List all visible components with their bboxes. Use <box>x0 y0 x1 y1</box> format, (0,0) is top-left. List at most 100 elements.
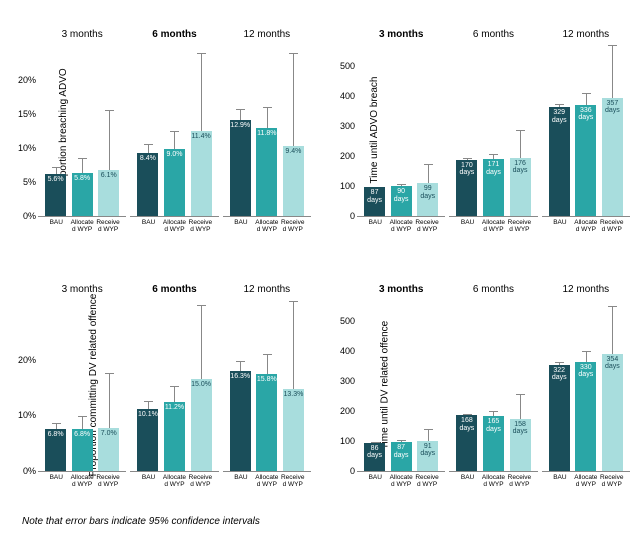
subplot: 3 months010020030040050086days87days91da… <box>357 283 445 472</box>
x-category-label: Allocated WYP <box>573 216 599 233</box>
subplot-title: 3 months <box>357 283 445 299</box>
x-category-label: Allocated WYP <box>162 471 188 488</box>
bar: 13.3% <box>283 389 304 471</box>
bar: 91days <box>417 441 438 471</box>
bar-value-label: 5.8% <box>74 175 90 182</box>
y-tick: 500 <box>340 316 355 326</box>
subplot: 12 months322days330days354daysBAUAllocat… <box>542 283 630 472</box>
bar-value-label: 6.8% <box>74 431 90 438</box>
bar: 15.8% <box>256 374 277 471</box>
y-tick: 10% <box>18 143 36 153</box>
x-category-label: Received WYP <box>414 471 440 488</box>
bar: 9.4% <box>283 146 304 216</box>
bar-value-label: 158days <box>513 421 528 436</box>
panel-p2: Time until ADVO breach3 months0100200300… <box>319 0 638 255</box>
bar-value-label: 91days <box>420 443 435 458</box>
x-category-label: Received WYP <box>95 216 121 233</box>
bar: 6.1% <box>98 170 119 216</box>
x-category-label: Allocated WYP <box>162 216 188 233</box>
bar: 7.0% <box>98 428 119 471</box>
bar-value-label: 86days <box>367 445 382 460</box>
subplot: 12 months16.3%15.8%13.3%BAUAllocated WYP… <box>223 283 311 472</box>
bar-value-label: 99days <box>420 185 435 200</box>
x-category-label: Allocated WYP <box>254 216 280 233</box>
subplot-title: 3 months <box>38 28 126 44</box>
x-category-label: BAU <box>136 216 162 233</box>
bar-value-label: 15.0% <box>191 381 211 388</box>
bar: 357days <box>602 98 623 216</box>
subplot-title: 12 months <box>223 283 311 299</box>
y-tick: 0 <box>350 211 355 221</box>
x-category-label: Received WYP <box>95 471 121 488</box>
bar: 329days <box>549 107 570 216</box>
x-category-label: Allocated WYP <box>69 471 95 488</box>
x-category-label: Received WYP <box>414 216 440 233</box>
bar: 87days <box>364 187 385 216</box>
bar: 11.4% <box>191 131 212 216</box>
bar: 9.0% <box>164 149 185 216</box>
bar-value-label: 15.8% <box>257 376 277 383</box>
subplot-title: 3 months <box>357 28 445 44</box>
x-category-label: Received WYP <box>506 216 532 233</box>
bar: 176days <box>510 158 531 216</box>
panel-p1: Proportion breaching ADVO3 months0%5%10%… <box>0 0 319 255</box>
x-category-label: BAU <box>547 216 573 233</box>
bar-value-label: 322days <box>552 367 567 382</box>
x-category-label: Allocated WYP <box>388 216 414 233</box>
panel-p3: Proportion committing DV related offence… <box>0 255 319 510</box>
bar-value-label: 9.4% <box>285 148 301 155</box>
x-category-label: Allocated WYP <box>388 471 414 488</box>
subplot: 3 months0%5%10%15%20%5.6%5.8%6.1%BAUAllo… <box>38 28 126 217</box>
bar: 11.2% <box>164 402 185 471</box>
x-category-label: BAU <box>136 471 162 488</box>
subplot: 6 months8.4%9.0%11.4%BAUAllocated WYPRec… <box>130 28 218 217</box>
subplot: 3 months010020030040050087days90days99da… <box>357 28 445 217</box>
bar-value-label: 9.0% <box>167 151 183 158</box>
bar-value-label: 6.1% <box>101 172 117 179</box>
y-tick: 5% <box>23 177 36 187</box>
subplot: 12 months12.9%11.8%9.4%BAUAllocated WYPR… <box>223 28 311 217</box>
x-category-label: Received WYP <box>187 216 213 233</box>
x-category-label: BAU <box>547 471 573 488</box>
bar-value-label: 336days <box>578 107 593 122</box>
y-tick: 20% <box>18 75 36 85</box>
x-category-label: BAU <box>43 216 69 233</box>
x-category-label: Allocated WYP <box>69 216 95 233</box>
bar-value-label: 170days <box>460 162 475 177</box>
y-tick: 200 <box>340 406 355 416</box>
subplot-title: 12 months <box>223 28 311 44</box>
bar: 87days <box>391 442 412 471</box>
y-tick: 500 <box>340 61 355 71</box>
bar: 322days <box>549 365 570 472</box>
x-category-label: Allocated WYP <box>573 471 599 488</box>
bar-value-label: 329days <box>552 109 567 124</box>
bar: 90days <box>391 186 412 216</box>
x-category-label: BAU <box>455 471 481 488</box>
bar-value-label: 87days <box>394 444 409 459</box>
bar-value-label: 7.0% <box>101 430 117 437</box>
y-tick: 400 <box>340 91 355 101</box>
bar-value-label: 11.4% <box>191 133 210 140</box>
bar: 330days <box>575 362 596 471</box>
y-tick: 10% <box>18 410 36 420</box>
panel-p4: Time until DV related offence3 months010… <box>319 255 638 510</box>
bar: 99days <box>417 183 438 216</box>
bar: 170days <box>456 160 477 216</box>
x-category-label: BAU <box>362 471 388 488</box>
bar-value-label: 10.1% <box>138 411 158 418</box>
subplot: 6 months10.1%11.2%15.0%BAUAllocated WYPR… <box>130 283 218 472</box>
x-category-label: Allocated WYP <box>254 471 280 488</box>
y-tick: 0% <box>23 211 36 221</box>
bar-value-label: 165days <box>486 418 501 433</box>
bar-value-label: 176days <box>513 160 528 175</box>
x-category-label: BAU <box>455 216 481 233</box>
x-category-label: Allocated WYP <box>481 216 507 233</box>
subplot-title: 6 months <box>449 28 537 44</box>
bar-value-label: 87days <box>367 189 382 204</box>
subplot-title: 6 months <box>130 28 218 44</box>
bar: 10.1% <box>137 409 158 471</box>
bar: 6.8% <box>45 429 66 471</box>
bar-value-label: 357days <box>605 100 620 115</box>
subplot: 12 months329days336days357daysBAUAllocat… <box>542 28 630 217</box>
y-tick: 300 <box>340 376 355 386</box>
